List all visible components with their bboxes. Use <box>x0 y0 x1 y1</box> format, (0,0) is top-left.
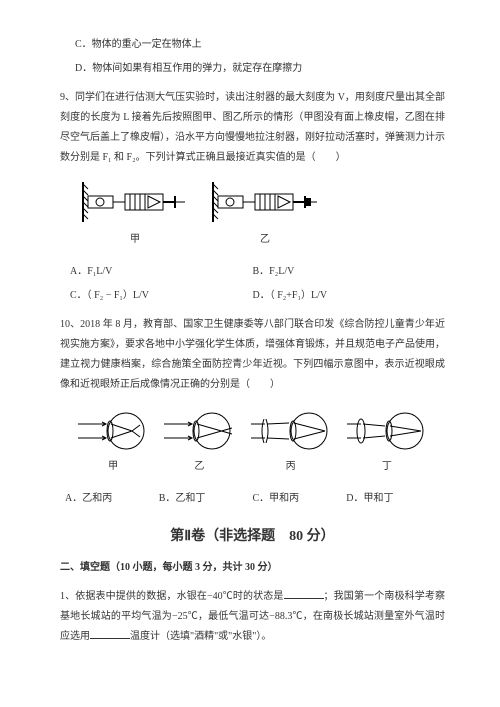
fill-q1-part-a: 1、依据表中提供的数据，水银在−40℃时的状态是 <box>60 591 284 602</box>
option-c: C．物体的重心一定在物体上 <box>60 36 445 54</box>
q9-choice-d: D．（ F₂+F₁）L/V <box>253 287 436 305</box>
section-2-title: 第Ⅱ卷（非选择题 80 分） <box>60 524 445 549</box>
q10-choice-d: D．甲和丁 <box>346 490 440 508</box>
eye-jia-icon <box>78 409 148 454</box>
q10-caption-yi: 乙 <box>164 458 234 476</box>
syringe-yi-icon <box>210 182 320 227</box>
fill-q1-part-c: 温度计（选填"酒精"或"水银"）。 <box>130 631 271 642</box>
eye-yi-icon <box>164 409 234 454</box>
question-9-text: 9、同学们在进行估测大气压实验时，读出注射器的最大刻度为 V，用刻度尺量出其全部… <box>60 88 445 168</box>
q10-caption-ding: 丁 <box>347 458 427 476</box>
q9-fig-yi: 乙 <box>210 182 320 249</box>
q9-fig-jia: 甲 <box>80 182 190 249</box>
q9-figures: 甲 乙 <box>80 182 445 249</box>
eye-bing-icon <box>251 409 331 454</box>
q10-figures: 甲 乙 丙 <box>60 409 445 476</box>
q10-caption-bing: 丙 <box>251 458 331 476</box>
question-10-text: 10、2018 年 8 月，教育部、国家卫生健康委等八部门联合印发《综合防控儿童… <box>60 315 445 395</box>
q9-caption-yi: 乙 <box>210 231 320 249</box>
fill-blank-title: 二、填空题（10 小题，每小题 3 分，共计 30 分） <box>60 559 445 577</box>
blank-1 <box>284 587 324 599</box>
eye-ding-icon <box>347 409 427 454</box>
q9-choice-b: B．F₂L/V <box>253 263 436 281</box>
fill-q1: 1、依据表中提供的数据，水银在−40℃时的状态是；我国第一个南极科学考察基地长城… <box>60 587 445 647</box>
q9-choice-a: A．F₁L/V <box>70 263 253 281</box>
q10-choice-a: A．乙和丙 <box>65 490 159 508</box>
q10-choice-c: C．甲和丙 <box>253 490 347 508</box>
syringe-jia-icon <box>80 182 190 227</box>
q9-choices-row1: A．F₁L/V B．F₂L/V <box>60 263 445 281</box>
q10-fig-jia: 甲 <box>78 409 148 476</box>
blank-2 <box>90 627 130 639</box>
q9-choices-row2: C．（ F₂ − F₁）L/V D．（ F₂+F₁）L/V <box>60 287 445 305</box>
option-d: D．物体间如果有相互作用的弹力，就定存在摩擦力 <box>60 60 445 78</box>
q9-choice-c: C．（ F₂ − F₁）L/V <box>70 287 253 305</box>
q10-caption-jia: 甲 <box>78 458 148 476</box>
q10-choice-b: B．乙和丁 <box>159 490 253 508</box>
q10-choices: A．乙和丙 B．乙和丁 C．甲和丙 D．甲和丁 <box>60 490 445 508</box>
q10-fig-yi: 乙 <box>164 409 234 476</box>
q9-caption-jia: 甲 <box>80 231 190 249</box>
q10-fig-bing: 丙 <box>251 409 331 476</box>
q10-fig-ding: 丁 <box>347 409 427 476</box>
